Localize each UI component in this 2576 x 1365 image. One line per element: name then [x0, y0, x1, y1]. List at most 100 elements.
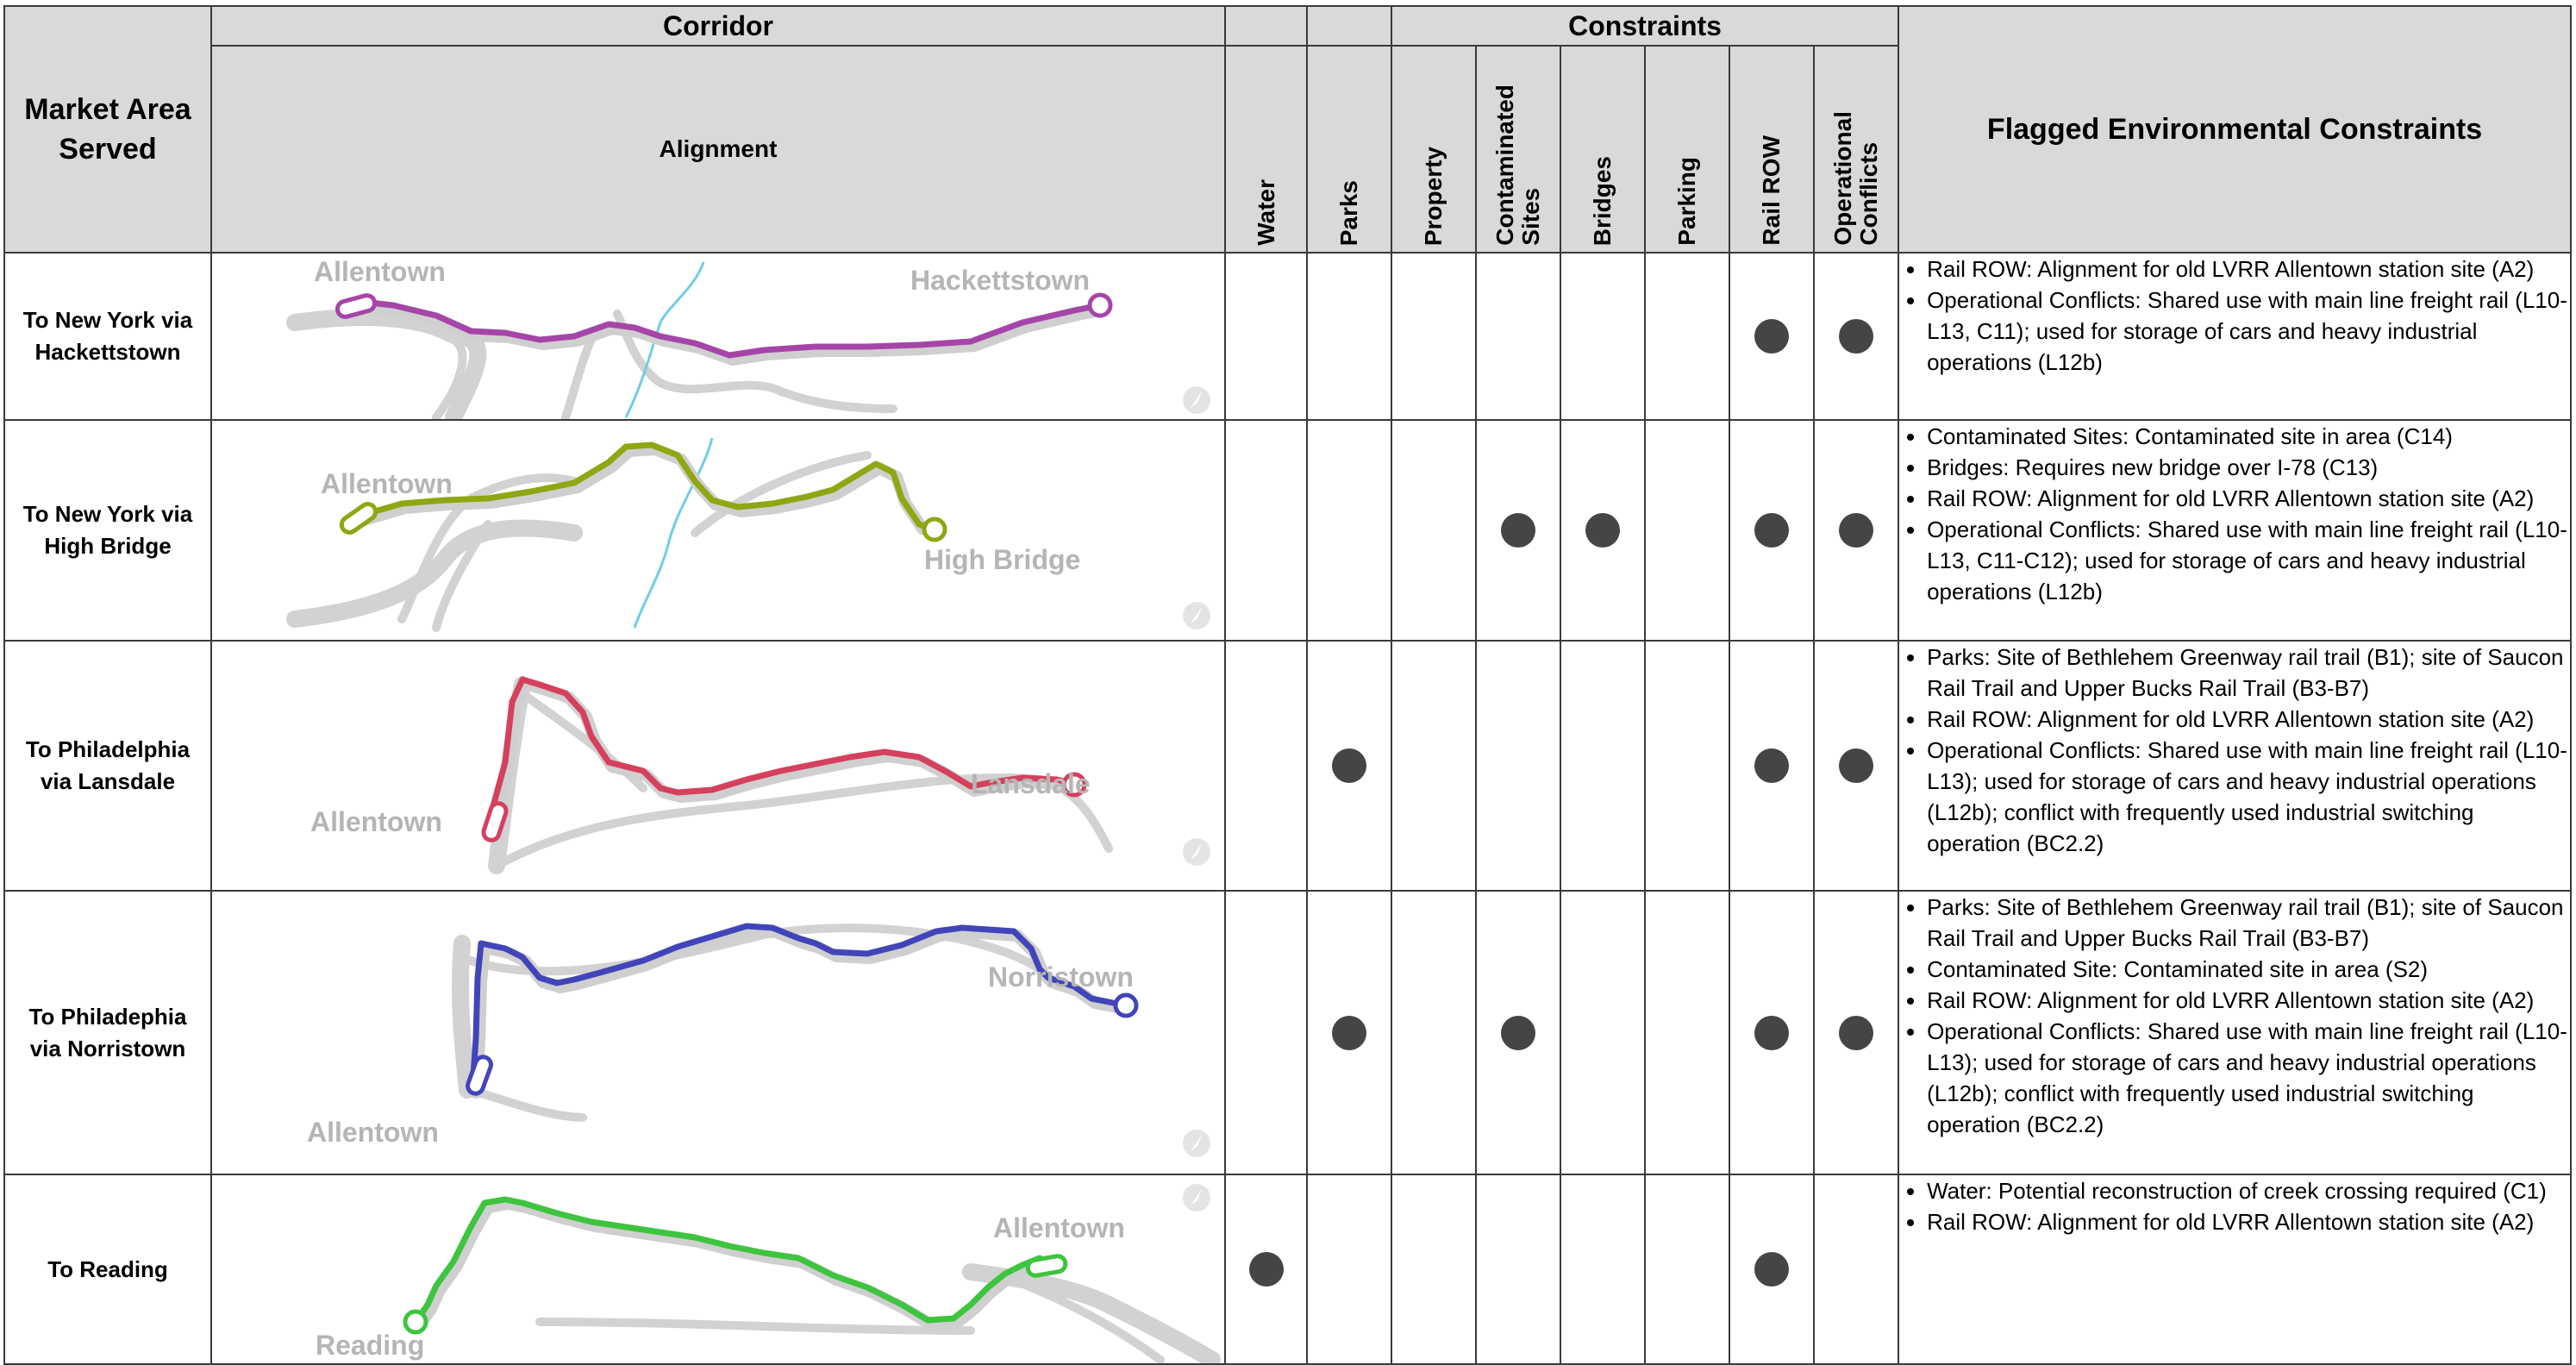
constraint-cell-contaminated	[1475, 640, 1561, 892]
header-parking: Parking	[1644, 45, 1730, 254]
station-end-marker	[403, 1309, 428, 1335]
constraint-cell-contaminated	[1475, 419, 1561, 642]
constraint-cell-parks	[1306, 1174, 1392, 1365]
constraint-cell-rail-row	[1729, 890, 1815, 1175]
header-operational-line1: Operational	[1829, 111, 1857, 246]
constraint-cell-property	[1391, 890, 1477, 1175]
constraint-cell-parking	[1644, 419, 1730, 642]
market-area-line: To Philadephia	[28, 1003, 187, 1030]
flagged-constraint-item: Operational Conflicts: Shared use with m…	[1927, 1016, 2570, 1140]
header-operational-conflicts: Operational Conflicts	[1812, 45, 1900, 254]
table-row: To Philadephia via Norristown Allentown Nor…	[3, 890, 2573, 1175]
flagged-constraint-item: Rail ROW: Alignment for old LVRR Allento…	[1927, 483, 2570, 514]
flagged-constraint-item: Parks: Site of Bethlehem Greenway rail t…	[1927, 642, 2570, 704]
flagged-constraints-list: Contaminated Sites: Contaminated site in…	[1899, 421, 2570, 607]
alignment-map: Allentown Norristown	[307, 923, 1210, 1157]
constraint-cell-rail-row	[1729, 1174, 1815, 1365]
flagged-constraints-list: Water: Potential reconstruction of creek…	[1899, 1175, 2570, 1237]
header-blank-parks	[1306, 5, 1392, 47]
header-bridges-label: Bridges	[1589, 155, 1616, 246]
station-start-marker	[466, 1055, 493, 1096]
alignment-map: Allentown High Bridge	[286, 437, 1210, 632]
constraint-cell-contaminated	[1475, 1174, 1561, 1365]
route-line	[351, 297, 1104, 359]
market-area-line: To Philadelphia	[25, 736, 191, 762]
flagged-constraint-item: Operational Conflicts: Shared use with m…	[1927, 735, 2570, 859]
alignment-cell: Allentown Hackettstown	[210, 252, 1226, 421]
river-line	[624, 261, 705, 418]
base-rail-line	[451, 935, 476, 1099]
constraint-cell-property	[1391, 1174, 1477, 1365]
flagged-constraint-item: Rail ROW: Alignment for old LVRR Allento…	[1927, 1206, 2570, 1237]
constraints-table: Market Area Served Corridor Constraints …	[3, 5, 2573, 1365]
flagged-constraint-item: Rail ROW: Alignment for old LVRR Allento…	[1927, 254, 2570, 285]
flagged-constraint-item: Contaminated Site: Contaminated site in …	[1927, 954, 2570, 985]
constraint-flag-dot	[1754, 1015, 1789, 1050]
table-row: To Reading Allentown Reading Water: Potenti…	[3, 1174, 2573, 1365]
header-bridges: Bridges	[1560, 45, 1646, 254]
station-start-marker	[1025, 1254, 1068, 1278]
constraint-cell-water	[1224, 640, 1308, 892]
north-arrow-icon	[1183, 1184, 1210, 1212]
base-rail-line	[691, 451, 872, 537]
map-label-destination: High Bridge	[924, 544, 1080, 575]
flagged-constraints-cell: Water: Potential reconstruction of creek…	[1898, 1174, 2573, 1365]
constraint-cell-water	[1224, 419, 1308, 642]
constraint-cell-parks	[1306, 419, 1392, 642]
constraint-cell-operational	[1812, 890, 1900, 1175]
station-end-marker	[1061, 772, 1087, 798]
constraint-cell-property	[1391, 419, 1477, 642]
map-label-destination: Lansdale	[971, 768, 1091, 799]
map-label-destination: Norristown	[988, 961, 1134, 992]
constraint-cell-operational	[1812, 1174, 1900, 1365]
base-rail-line	[286, 519, 583, 628]
constraint-flag-dot	[1585, 513, 1620, 548]
route-shadow	[413, 1198, 1049, 1332]
north-arrow-icon	[1183, 838, 1210, 866]
base-rail-line	[613, 310, 897, 413]
constraint-cell-rail-row	[1729, 419, 1815, 642]
header-operational-label: Operational Conflicts	[1829, 101, 1882, 246]
route-line	[483, 676, 1078, 835]
constraint-flag-dot	[1248, 1252, 1284, 1287]
header-property: Property	[1391, 45, 1477, 254]
header-constraints: Constraints	[1390, 5, 1900, 47]
map-label-origin: Allentown	[314, 256, 446, 287]
header-contaminated-line2: Sites	[1517, 188, 1544, 246]
market-area-cell: To New York via High Bridge	[3, 419, 212, 642]
table-row: To New York via Hackettstown Allentown Hack…	[3, 252, 2573, 421]
base-rail-line	[561, 335, 596, 419]
constraint-cell-parking	[1644, 252, 1730, 421]
station-start-marker	[339, 502, 378, 535]
flagged-constraint-item: Operational Conflicts: Shared use with m…	[1927, 285, 2570, 378]
header-flagged: Flagged Environmental Constraints	[1898, 5, 2573, 254]
header-rail-row: Rail ROW	[1729, 45, 1815, 254]
flagged-constraints-list: Parks: Site of Bethlehem Greenway rail t…	[1899, 642, 2570, 859]
base-rail-line	[354, 312, 467, 419]
header-parking-label: Parking	[1673, 157, 1700, 246]
header-water-label: Water	[1252, 179, 1279, 246]
station-end-marker	[922, 517, 947, 542]
market-area-line: High Bridge	[44, 533, 172, 559]
constraint-cell-parks	[1306, 640, 1392, 892]
constraint-flag-dot	[1332, 1015, 1366, 1050]
header-parks-label: Parks	[1335, 179, 1362, 246]
route-shadow	[352, 299, 1110, 366]
constraint-flag-dot	[1839, 513, 1874, 548]
route-line	[469, 923, 1129, 1092]
route-line	[357, 441, 938, 533]
map-label-destination: Reading	[316, 1330, 424, 1361]
constraint-flag-dot	[1754, 319, 1789, 354]
constraint-cell-bridges	[1560, 1174, 1646, 1365]
constraint-cell-operational	[1812, 252, 1900, 421]
header-alignment: Alignment	[210, 45, 1226, 254]
flagged-constraints-cell: Parks: Site of Bethlehem Greenway rail t…	[1898, 890, 2573, 1175]
constraint-cell-operational	[1812, 419, 1900, 642]
market-area-cell: To New York via Hackettstown	[3, 252, 212, 421]
north-arrow-icon	[1183, 386, 1210, 414]
flagged-constraint-item: Rail ROW: Alignment for old LVRR Allento…	[1927, 985, 2570, 1016]
constraint-flag-dot	[1501, 1015, 1535, 1050]
flagged-constraints-list: Parks: Site of Bethlehem Greenway rail t…	[1899, 892, 2570, 1140]
header-property-label: Property	[1420, 146, 1447, 246]
north-arrow-icon	[1183, 602, 1210, 629]
